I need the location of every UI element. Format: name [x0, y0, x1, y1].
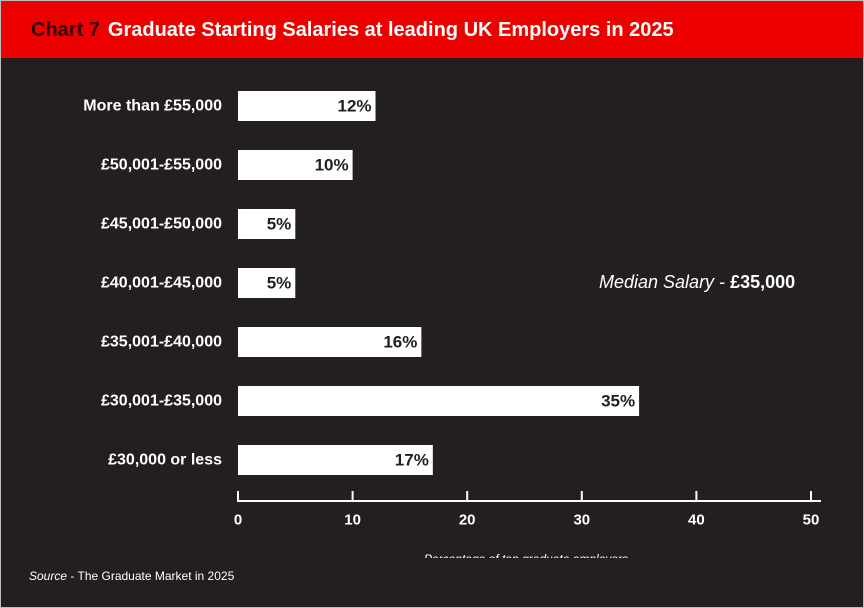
bar	[238, 386, 640, 416]
median-annotation: Median Salary - £35,000	[599, 272, 795, 293]
x-tick-label: 40	[688, 512, 705, 529]
category-label: £35,001-£40,000	[101, 334, 222, 351]
bar-value-label: 5%	[267, 215, 292, 234]
bar-value-label: 5%	[267, 274, 292, 293]
category-label: More than £55,000	[83, 98, 222, 115]
bar	[238, 91, 376, 121]
source-note: Source - The Graduate Market in 2025	[29, 569, 234, 583]
bar-value-label: 17%	[395, 451, 429, 470]
x-tick-label: 50	[803, 512, 820, 529]
source-label: Source	[29, 569, 68, 583]
chart-header: Chart 7 Graduate Starting Salaries at lea…	[1, 1, 863, 58]
x-axis-title: Percentage of top graduate employers	[424, 552, 628, 558]
category-label: £45,001-£50,000	[101, 216, 222, 233]
category-label: £40,001-£45,000	[101, 275, 222, 292]
chart-number: Chart 7	[31, 19, 100, 41]
bar-value-label: 10%	[315, 156, 349, 175]
chart-title-text: Graduate Starting Salaries at leading UK…	[107, 19, 674, 41]
bar-value-label: 16%	[383, 333, 417, 352]
x-tick-label: 30	[573, 512, 590, 529]
x-tick-label: 20	[459, 512, 476, 529]
x-tick-label: 0	[234, 512, 242, 529]
bar-value-label: 35%	[601, 392, 635, 411]
bar-value-label: 12%	[337, 97, 371, 116]
bar-chart: More than £55,000 12% £50,001-£55,000 10% £4…	[83, 91, 821, 558]
category-label: £30,000 or less	[108, 452, 222, 469]
category-label: £30,001-£35,000	[101, 393, 222, 410]
median-label: Median Salary	[599, 272, 715, 292]
source-text: The Graduate Market in 2025	[77, 569, 235, 583]
bar	[238, 150, 353, 180]
bar	[238, 327, 422, 357]
median-separator: -	[714, 272, 731, 292]
x-tick-label: 10	[344, 512, 361, 529]
bar	[238, 209, 296, 239]
source-separator: -	[67, 569, 78, 583]
chart-title: Chart 7 Graduate Starting Salaries at lea…	[31, 19, 674, 42]
bar	[238, 268, 296, 298]
category-label: £50,001-£55,000	[101, 157, 222, 174]
median-value: £35,000	[730, 272, 796, 292]
bar	[238, 445, 433, 475]
